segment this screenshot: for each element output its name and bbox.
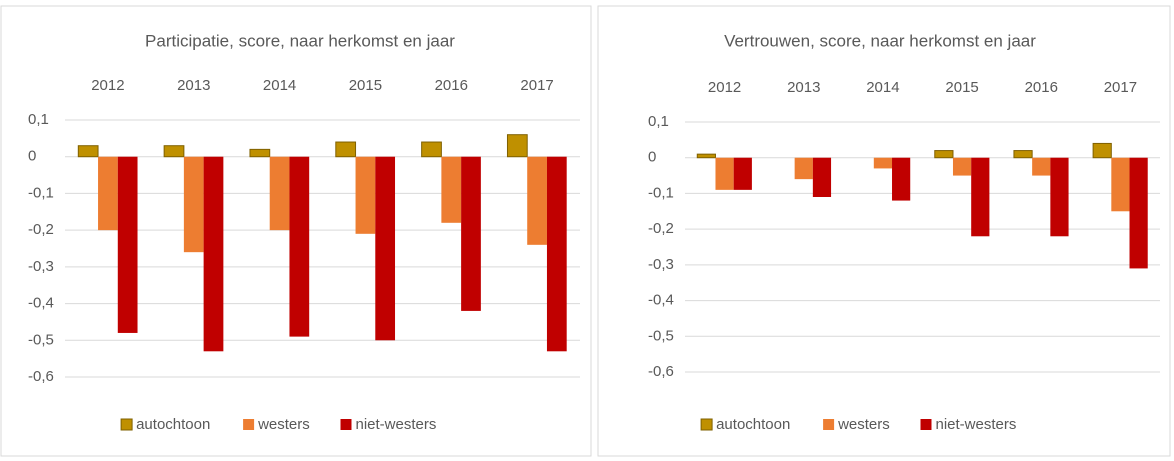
bar — [546, 156, 567, 352]
x-tick-label: 2016 — [435, 77, 468, 94]
bar — [1129, 157, 1148, 269]
bar — [441, 156, 462, 223]
x-tick-label: 2013 — [787, 79, 820, 96]
y-tick-label: -0,6 — [28, 368, 54, 385]
bar — [1092, 142, 1112, 159]
bar — [1111, 157, 1130, 212]
x-tick-label: 2015 — [349, 77, 382, 94]
bar — [527, 156, 547, 245]
bar — [117, 156, 138, 333]
legend-label: niet-westers — [356, 416, 437, 433]
legend-label: niet-westers — [936, 416, 1017, 433]
y-tick-label: -0,4 — [648, 292, 674, 309]
bar — [892, 157, 911, 201]
x-tick-label: 2013 — [177, 77, 210, 94]
bar — [794, 157, 813, 180]
legend-swatch — [120, 418, 133, 431]
bar — [183, 156, 204, 253]
bar — [1013, 150, 1033, 159]
bar — [461, 156, 481, 311]
bar — [421, 141, 442, 158]
legend-label: westers — [837, 416, 890, 433]
legend-swatch — [823, 419, 835, 430]
bar — [335, 141, 357, 158]
bar — [952, 157, 972, 176]
bar — [203, 156, 224, 352]
chart-title: Participatie, score, naar herkomst en ja… — [145, 31, 455, 50]
x-tick-label: 2015 — [945, 79, 978, 96]
bar — [1050, 157, 1069, 237]
bar — [269, 156, 290, 231]
bar — [696, 153, 716, 159]
bar — [971, 157, 990, 237]
y-tick-label: -0,3 — [28, 258, 54, 275]
legend-label: westers — [257, 416, 310, 433]
y-tick-label: 0 — [28, 148, 36, 165]
bar — [375, 156, 396, 341]
bar — [98, 156, 118, 231]
legend-swatch — [700, 418, 713, 431]
bar — [733, 157, 752, 190]
y-tick-label: -0,6 — [648, 363, 674, 380]
y-tick-label: -0,2 — [28, 221, 54, 238]
y-tick-label: -0,5 — [648, 327, 674, 344]
x-tick-label: 2014 — [263, 77, 296, 94]
y-tick-label: 0,1 — [28, 111, 49, 128]
y-tick-label: -0,3 — [648, 256, 674, 273]
bar — [355, 156, 376, 234]
legend-swatch — [340, 419, 352, 430]
x-tick-label: 2017 — [1104, 79, 1137, 96]
y-tick-label: -0,2 — [648, 220, 674, 237]
legend-swatch — [920, 419, 932, 430]
bar — [934, 150, 954, 159]
legend-label: autochtoon — [136, 416, 210, 433]
legend-label: autochtoon — [716, 416, 790, 433]
x-tick-label: 2012 — [708, 79, 741, 96]
x-tick-label: 2017 — [520, 77, 553, 94]
y-tick-label: -0,5 — [28, 331, 54, 348]
bar — [873, 157, 893, 169]
bar — [1032, 157, 1051, 176]
legend-swatch — [243, 419, 255, 430]
bar — [506, 134, 528, 158]
x-tick-label: 2012 — [91, 77, 124, 94]
bar — [77, 145, 99, 158]
chart-title: Vertrouwen, score, naar herkomst en jaar — [724, 31, 1036, 50]
x-tick-label: 2014 — [866, 79, 899, 96]
y-tick-label: -0,4 — [28, 295, 54, 312]
y-tick-label: 0 — [648, 149, 656, 166]
y-tick-label: -0,1 — [28, 184, 54, 201]
x-tick-label: 2016 — [1025, 79, 1058, 96]
panel-border — [597, 5, 1171, 457]
bar — [289, 156, 310, 337]
bar — [812, 157, 832, 197]
panel-border — [0, 5, 592, 457]
bar — [715, 157, 734, 190]
y-tick-label: -0,1 — [648, 184, 674, 201]
bar — [249, 148, 271, 158]
y-tick-label: 0,1 — [648, 113, 669, 130]
bar — [163, 145, 185, 158]
